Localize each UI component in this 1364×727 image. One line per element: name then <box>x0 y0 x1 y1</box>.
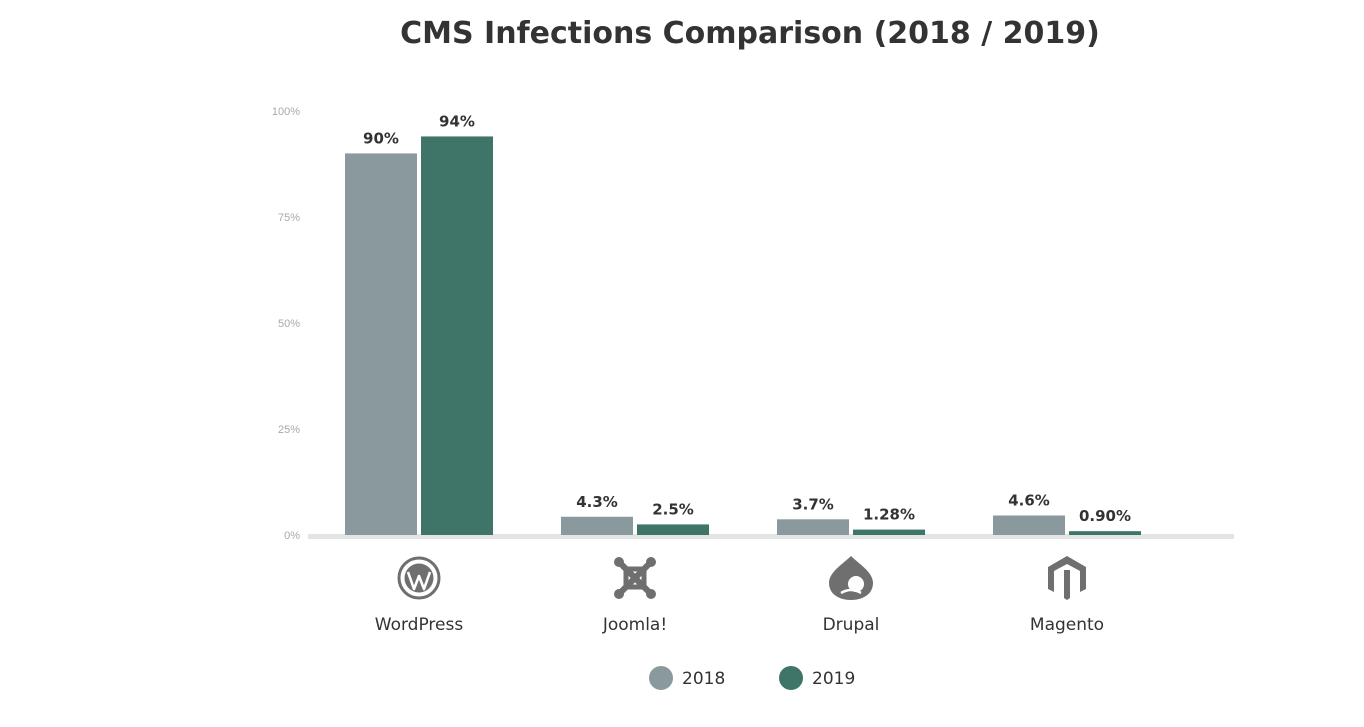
x-axis: WordPress Joomla! Drupal Magento <box>375 556 1104 635</box>
y-axis: 0% 25% 50% 75% 100% <box>272 106 300 542</box>
x-axis-baseline <box>308 534 1234 539</box>
y-tick-label: 0% <box>284 530 300 542</box>
chart-title: CMS Infections Comparison (2018 / 2019) <box>400 16 1100 51</box>
bar-2019 <box>853 529 925 535</box>
magento-icon <box>1048 556 1086 600</box>
x-tick-label: Joomla! <box>602 615 667 635</box>
legend-item-2019[interactable]: 2019 <box>779 666 855 690</box>
bar-group-joomla: 4.3% 2.5% <box>561 493 709 535</box>
y-tick-label: 25% <box>278 424 300 436</box>
bar-2018 <box>777 519 849 535</box>
x-tick-label: Magento <box>1030 615 1104 635</box>
bar-data-label: 94% <box>439 112 475 130</box>
bar-2018 <box>561 516 633 535</box>
y-tick-label: 100% <box>272 106 300 118</box>
bar-group-drupal: 3.7% 1.28% <box>777 495 925 535</box>
bar-group-wordpress: 90% 94% <box>345 112 493 535</box>
bar-2018 <box>993 515 1065 535</box>
legend-item-2018[interactable]: 2018 <box>649 666 725 690</box>
bar-data-label: 0.90% <box>1079 507 1131 525</box>
y-tick-label: 75% <box>278 212 300 224</box>
bar-group-magento: 4.6% 0.90% <box>993 491 1141 535</box>
bars: 90% 94% 4.3% 2.5% 3.7% 1.28% 4.6% 0.90% <box>345 112 1141 535</box>
bar-data-label: 3.7% <box>792 495 834 513</box>
bar-data-label: 4.6% <box>1008 491 1050 509</box>
bar-data-label: 90% <box>363 129 399 147</box>
bar-2019 <box>1069 531 1141 535</box>
legend-label: 2018 <box>682 669 725 689</box>
bar-2018 <box>345 153 417 535</box>
legend-swatch <box>649 666 673 690</box>
drupal-icon <box>829 556 873 600</box>
bar-data-label: 1.28% <box>863 506 915 524</box>
x-tick-label: WordPress <box>375 615 464 635</box>
legend-swatch <box>779 666 803 690</box>
legend: 2018 2019 <box>649 666 855 690</box>
wordpress-icon <box>397 556 441 600</box>
bar-2019 <box>637 524 709 535</box>
x-tick-label: Drupal <box>823 615 880 635</box>
bar-2019 <box>421 136 493 535</box>
bar-data-label: 4.3% <box>576 493 618 511</box>
y-tick-label: 50% <box>278 318 300 330</box>
joomla-icon <box>614 557 656 599</box>
bar-data-label: 2.5% <box>652 500 694 518</box>
legend-label: 2019 <box>812 669 855 689</box>
